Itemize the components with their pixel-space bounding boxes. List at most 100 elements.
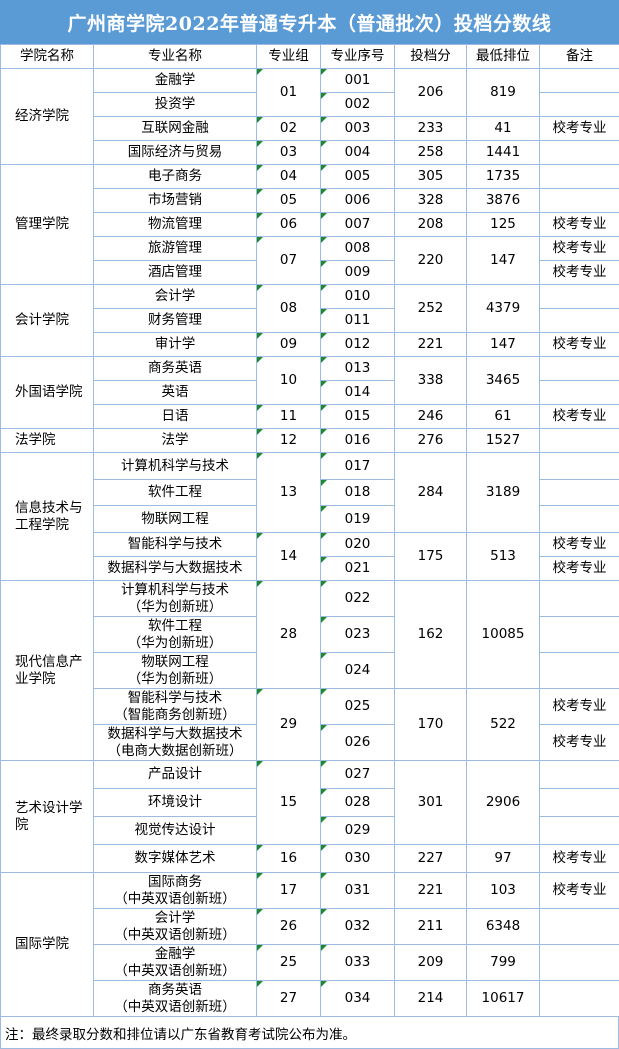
major-code: 024 [321,653,395,689]
major-name: 审计学 [94,333,257,357]
major-code: 009 [321,261,395,285]
admission-score: 206 [395,69,467,117]
college-name: 信息技术与工程学院 [1,453,94,581]
major-group: 13 [257,453,321,533]
major-name-text: 物联网工程 [97,654,253,671]
major-group: 15 [257,761,321,845]
major-name: 软件工程（华为创新班） [94,617,257,653]
major-group: 25 [257,945,321,981]
header-remark: 备注 [540,45,619,69]
major-name: 视觉传达设计 [94,817,257,845]
lowest-rank: 61 [467,405,540,429]
major-class-note: （华为创新班） [97,671,253,688]
remark: 校考专业 [540,333,619,357]
admission-score: 209 [395,945,467,981]
major-code: 027 [321,761,395,789]
remark: 校考专业 [540,405,619,429]
major-code: 001 [321,69,395,93]
major-name-text: 金融学 [97,946,253,963]
college-name: 现代信息产业学院 [1,581,94,761]
major-name: 英语 [94,381,257,405]
remark [540,165,619,189]
major-group: 03 [257,141,321,165]
major-code: 008 [321,237,395,261]
lowest-rank: 147 [467,333,540,357]
lowest-rank: 10085 [467,581,540,689]
college-name: 经济学院 [1,69,94,165]
major-code: 023 [321,617,395,653]
header-score: 投档分 [395,45,467,69]
major-name-text: 法学 [97,432,253,449]
major-group: 27 [257,981,321,1017]
remark [540,429,619,453]
remark [540,761,619,789]
major-name-text: 国际商务 [97,874,253,891]
lowest-rank: 513 [467,533,540,581]
major-code: 030 [321,845,395,873]
major-name-text: 环境设计 [97,794,253,811]
remark [540,453,619,480]
admission-score: 246 [395,405,467,429]
lowest-rank: 522 [467,689,540,761]
lowest-rank: 41 [467,117,540,141]
lowest-rank: 6348 [467,909,540,945]
admission-score: 276 [395,429,467,453]
major-group: 29 [257,689,321,761]
admission-score: 208 [395,213,467,237]
admission-score: 284 [395,453,467,533]
major-code: 005 [321,165,395,189]
major-name: 数字媒体艺术 [94,845,257,873]
admission-score: 258 [395,141,467,165]
major-code: 021 [321,557,395,581]
major-name: 金融学 [94,69,257,93]
major-group: 04 [257,165,321,189]
major-name: 软件工程 [94,480,257,506]
remark: 校考专业 [540,557,619,581]
lowest-rank: 1527 [467,429,540,453]
lowest-rank: 125 [467,213,540,237]
major-name-text: 计算机科学与技术 [97,458,253,475]
major-name: 计算机科学与技术（华为创新班） [94,581,257,617]
major-name-text: 日语 [97,408,253,425]
remark [540,357,619,381]
major-name: 日语 [94,405,257,429]
admission-score: 328 [395,189,467,213]
remark [540,945,619,981]
remark [540,909,619,945]
remark: 校考专业 [540,873,619,909]
remark: 校考专业 [540,261,619,285]
remark [540,653,619,689]
lowest-rank: 1441 [467,141,540,165]
lowest-rank: 10617 [467,981,540,1017]
major-name: 智能科学与技术（智能商务创新班） [94,689,257,725]
major-group: 16 [257,845,321,873]
major-code: 033 [321,945,395,981]
lowest-rank: 3465 [467,357,540,405]
remark: 校考专业 [540,533,619,557]
major-name-text: 计算机科学与技术 [97,582,253,599]
major-group: 08 [257,285,321,333]
major-code: 022 [321,581,395,617]
remark [540,981,619,1017]
major-name-text: 商务英语 [97,360,253,377]
major-name: 投资学 [94,93,257,117]
major-code: 014 [321,381,395,405]
college-name: 艺术设计学院 [1,761,94,873]
admission-score: 338 [395,357,467,405]
major-name: 物流管理 [94,213,257,237]
major-class-note: （华为创新班） [97,635,253,652]
remark: 校考专业 [540,237,619,261]
header-major: 专业名称 [94,45,257,69]
lowest-rank: 97 [467,845,540,873]
